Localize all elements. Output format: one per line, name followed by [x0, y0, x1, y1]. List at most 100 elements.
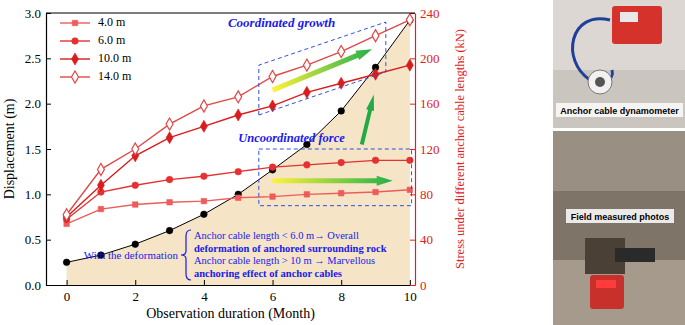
- series-marker: [97, 179, 104, 191]
- series-line: [67, 20, 410, 215]
- tick: 160: [410, 96, 440, 111]
- tick: 0: [64, 280, 71, 304]
- tick-mark: [46, 240, 51, 241]
- series-marker: [201, 211, 208, 218]
- annotation-title: Coordinated growth: [228, 15, 335, 30]
- tick-label: 0: [420, 278, 427, 293]
- photo-device-screen: [620, 12, 638, 22]
- y2-axis-title: Stress under different anchor cable leng…: [453, 29, 467, 269]
- tick-mark: [135, 280, 136, 285]
- tick-mark: [46, 104, 51, 105]
- area-fill: [67, 20, 410, 285]
- series-marker: [132, 143, 139, 155]
- legend-label: 6.0 m: [98, 33, 126, 47]
- annotation-note: Anchor cable length > 10 m → Marvellous: [194, 255, 375, 266]
- photo-device: [612, 6, 662, 44]
- tick-label: 4: [201, 289, 208, 304]
- series-marker: [372, 157, 379, 164]
- tick-label: 40: [420, 232, 433, 247]
- annotations: Coordinated growthUncoordinated forceWit…: [84, 15, 412, 280]
- photo-panels: Anchor cable dynamometer Field measured p…: [553, 0, 685, 325]
- tick: 2: [132, 280, 139, 304]
- tick-mark: [204, 280, 205, 285]
- legend-label: 4.0 m: [98, 15, 126, 29]
- photo-device-screen: [596, 280, 616, 288]
- tick: 0.0: [25, 278, 51, 293]
- y-axis-title: Displacement (m): [2, 98, 18, 199]
- legend-label: 14.0 m: [98, 69, 132, 83]
- series-marker: [133, 202, 138, 207]
- series-line: [67, 20, 410, 262]
- zone-box: [259, 149, 412, 206]
- tick-label: 0.0: [25, 278, 41, 293]
- tick-label: 160: [420, 96, 440, 111]
- legend-marker: [72, 53, 79, 65]
- series-marker: [166, 227, 173, 234]
- tick-mark: [410, 104, 415, 105]
- tick-label: 240: [420, 6, 440, 21]
- series-marker: [166, 176, 173, 183]
- series-marker: [338, 108, 345, 115]
- annotation-note: anchoring effect of anchor cables: [194, 268, 342, 279]
- tick-mark: [46, 149, 51, 150]
- tick: 6: [270, 280, 277, 304]
- series-marker: [201, 173, 208, 180]
- tick-label: 0.5: [25, 232, 41, 247]
- tick-mark: [67, 280, 68, 285]
- tick-label: 8: [338, 289, 345, 304]
- photo-caption: Anchor cable dynamometer: [560, 106, 679, 116]
- photo-caption: Field measured photos: [571, 212, 670, 222]
- tick-label: 200: [420, 51, 440, 66]
- series-marker: [270, 194, 275, 199]
- tick-label: 80: [420, 187, 433, 202]
- series-marker: [269, 70, 276, 82]
- tick-mark: [341, 280, 342, 285]
- frame-top: [46, 12, 415, 13]
- legend-marker: [72, 38, 79, 45]
- plot-marks: [63, 14, 413, 285]
- caption-bg: [556, 103, 683, 117]
- series-marker: [304, 192, 309, 197]
- tick-mark: [410, 280, 411, 285]
- trend-arrow: [273, 176, 393, 186]
- photo-sensor: [588, 70, 612, 94]
- photo-sensor-hole: [595, 77, 605, 87]
- tick: 0: [410, 278, 427, 293]
- series-line: [67, 190, 410, 224]
- series-marker: [166, 132, 173, 144]
- legend-marker: [72, 71, 79, 83]
- photo-floor: [553, 70, 685, 128]
- tick: 40: [410, 232, 433, 247]
- brace: [181, 230, 191, 280]
- tick: 8: [338, 280, 345, 304]
- axis: 0 2 4 6 8 10: [47, 280, 417, 304]
- photo-device: [590, 275, 624, 309]
- series-marker: [304, 162, 311, 169]
- series-marker: [200, 120, 207, 132]
- x-axis-title: Observation duration (Month): [146, 306, 315, 322]
- chart-svg: 02468100.00.51.01.52.02.53.0040801201602…: [0, 0, 685, 325]
- series-marker: [406, 14, 413, 26]
- legend-item: 10.0 m: [60, 51, 132, 65]
- legend-label: 10.0 m: [98, 51, 132, 65]
- tick-label: 0: [64, 289, 71, 304]
- legend-item: 6.0 m: [60, 33, 126, 47]
- series-marker: [407, 157, 414, 164]
- series-marker: [132, 182, 139, 189]
- tick: 2.0: [25, 96, 51, 111]
- tick: 1.5: [25, 142, 51, 157]
- series-marker: [166, 118, 173, 130]
- tick-label: 10: [404, 289, 417, 304]
- tick: 120: [410, 142, 440, 157]
- zone-box: [259, 22, 386, 115]
- series-marker: [235, 168, 242, 175]
- series-marker: [373, 189, 378, 194]
- series-marker: [372, 68, 379, 80]
- legend-marker: [72, 20, 77, 25]
- annotation-note: deformation of anchored surrounding rock: [194, 243, 387, 254]
- series-marker: [303, 86, 310, 98]
- tick-mark: [46, 194, 51, 195]
- tick: 200: [410, 51, 440, 66]
- series-line: [67, 160, 410, 219]
- annotation-note: Anchor cable length < 6.0 m→ Overall: [194, 230, 359, 241]
